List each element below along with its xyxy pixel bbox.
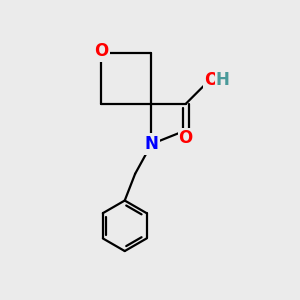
Text: H: H [216, 70, 230, 88]
Text: O: O [204, 70, 218, 88]
Text: O: O [94, 42, 108, 60]
Text: O: O [178, 128, 193, 146]
Text: N: N [145, 135, 158, 153]
